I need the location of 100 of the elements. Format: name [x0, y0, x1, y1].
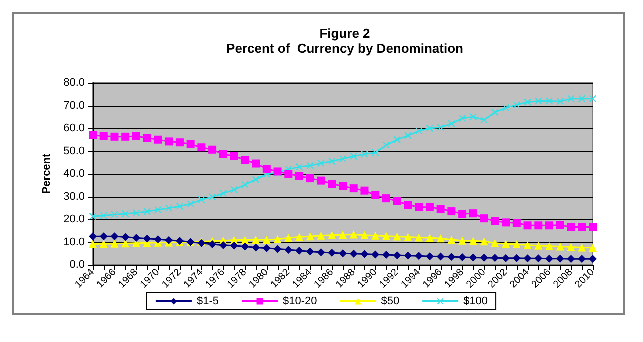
point	[328, 231, 336, 240]
point	[534, 254, 543, 263]
point	[578, 95, 586, 102]
point	[404, 132, 412, 140]
point	[491, 239, 500, 248]
point	[100, 132, 108, 140]
point	[448, 120, 456, 128]
point	[339, 230, 347, 239]
point	[110, 232, 119, 241]
point	[176, 138, 184, 147]
point	[122, 233, 130, 242]
point	[469, 210, 478, 218]
point	[143, 134, 152, 142]
point	[491, 217, 500, 226]
y-tick-label: 40.0	[64, 168, 85, 180]
point	[372, 232, 380, 240]
point	[262, 244, 271, 252]
point	[393, 251, 402, 260]
point	[154, 136, 162, 144]
y-tick-label: 30.0	[64, 190, 85, 203]
point	[241, 242, 250, 251]
y-axis-title: Percent	[41, 153, 54, 194]
point	[589, 223, 597, 232]
point	[252, 160, 260, 168]
point	[394, 136, 401, 144]
point	[382, 250, 390, 259]
point	[491, 254, 500, 262]
point	[360, 186, 369, 195]
point	[284, 234, 293, 242]
point	[132, 210, 140, 217]
point	[590, 95, 596, 102]
point	[372, 250, 380, 259]
point	[512, 240, 521, 249]
point	[328, 158, 336, 165]
point	[426, 252, 434, 261]
point	[296, 233, 304, 242]
point	[512, 254, 521, 262]
point	[567, 223, 576, 232]
point	[230, 242, 238, 250]
point	[578, 223, 586, 232]
point	[589, 255, 597, 264]
point	[382, 142, 390, 149]
point	[535, 98, 542, 105]
point	[360, 250, 369, 258]
point	[480, 214, 488, 223]
point	[154, 236, 162, 244]
chart-subtitle: Percent of Currency by Denomination	[226, 41, 464, 56]
point	[165, 236, 174, 244]
point	[296, 246, 304, 255]
y-tick-label: 70.0	[64, 100, 85, 112]
point	[187, 200, 194, 208]
point	[513, 102, 520, 109]
point	[512, 219, 521, 228]
y-tick-label: 0.0	[70, 259, 85, 271]
point	[426, 125, 434, 132]
point	[176, 203, 184, 210]
point	[546, 222, 554, 230]
point	[296, 172, 304, 180]
point	[208, 146, 217, 154]
point	[252, 236, 260, 244]
point	[110, 240, 119, 248]
legend-label: $100	[464, 296, 488, 308]
point	[480, 116, 488, 124]
point	[252, 244, 260, 252]
point	[132, 132, 140, 140]
point	[350, 152, 358, 160]
point	[578, 255, 586, 264]
y-tick-label: 60.0	[64, 122, 85, 134]
point	[122, 210, 130, 218]
point	[110, 132, 119, 141]
point	[415, 203, 424, 212]
point	[274, 236, 282, 244]
point	[415, 252, 424, 260]
point	[317, 232, 326, 240]
point	[436, 205, 445, 214]
point	[578, 244, 586, 252]
point	[262, 164, 271, 173]
point	[220, 190, 227, 198]
point	[502, 254, 510, 262]
point	[382, 194, 390, 203]
point	[111, 211, 118, 218]
point	[186, 140, 195, 148]
legend-label: $10-20	[282, 296, 318, 308]
point	[469, 254, 478, 262]
y-tick-label: 20.0	[64, 214, 85, 226]
point	[459, 114, 466, 122]
point	[502, 218, 510, 227]
point	[339, 250, 347, 258]
point	[328, 180, 336, 188]
point	[502, 104, 510, 112]
point	[317, 176, 326, 185]
point	[448, 253, 456, 262]
point	[132, 234, 140, 242]
point	[404, 233, 412, 242]
point	[230, 152, 238, 160]
y-tick-label: 10.0	[64, 236, 85, 248]
point	[165, 138, 174, 146]
point	[122, 132, 130, 141]
point	[426, 203, 434, 212]
point	[350, 230, 358, 239]
